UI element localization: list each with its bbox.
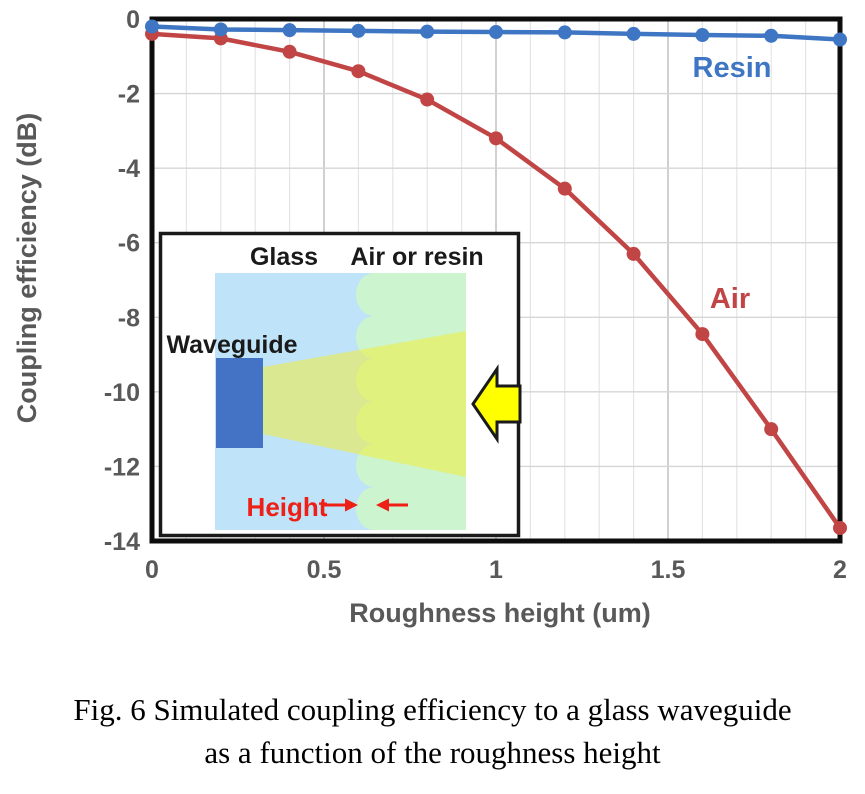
- svg-text:-2: -2: [118, 81, 140, 109]
- svg-text:-6: -6: [118, 230, 140, 258]
- glass-label: Glass: [250, 243, 318, 271]
- svg-text:-4: -4: [118, 155, 140, 183]
- svg-text:0: 0: [145, 556, 159, 584]
- series-resin: [145, 19, 847, 47]
- plot-border: [149, 16, 843, 544]
- svg-text:2: 2: [833, 556, 847, 584]
- x-axis-title: Roughness height (um): [349, 598, 650, 628]
- series-label-resin: Resin: [693, 52, 772, 84]
- svg-text:0: 0: [126, 6, 140, 34]
- light-beam: [263, 331, 466, 477]
- figure-caption: Fig. 6 Simulated coupling efficiency to …: [0, 688, 865, 774]
- svg-text:0.5: 0.5: [307, 556, 342, 584]
- height-label: Height: [247, 492, 328, 522]
- svg-text:-8: -8: [118, 304, 140, 332]
- svg-text:-10: -10: [104, 379, 140, 407]
- y-axis-tick-labels: 0 -2 -4 -6 -8 -10 -12 -14: [104, 6, 140, 556]
- air-or-resin-label: Air or resin: [350, 243, 483, 271]
- y-axis-title: Coupling efficiency (dB): [12, 113, 42, 424]
- svg-text:-14: -14: [104, 528, 140, 556]
- x-axis-tick-labels: 0 0.5 1 1.5 2: [145, 556, 847, 584]
- waveguide-rect: [216, 358, 263, 448]
- coupling-efficiency-chart: Resin Air 0 -2 -4 -6 -8 -10 -12 -14 0 0.5 1 1.5 2 R…: [12, 6, 847, 628]
- waveguide-label: Waveguide: [166, 331, 297, 359]
- svg-text:-12: -12: [104, 453, 140, 481]
- svg-text:1: 1: [489, 556, 503, 584]
- caption-line-2: as a function of the roughness height: [204, 735, 661, 770]
- series-label-air: Air: [710, 283, 750, 315]
- series-air: [145, 26, 847, 535]
- svg-text:1.5: 1.5: [651, 556, 686, 584]
- caption-line-1: Fig. 6 Simulated coupling efficiency to …: [73, 692, 792, 727]
- height-arrows-icon: [324, 498, 408, 512]
- incoming-light-arrow-icon: [471, 364, 522, 444]
- inset-diagram: Glass Air or resin Waveguide Height: [158, 231, 522, 538]
